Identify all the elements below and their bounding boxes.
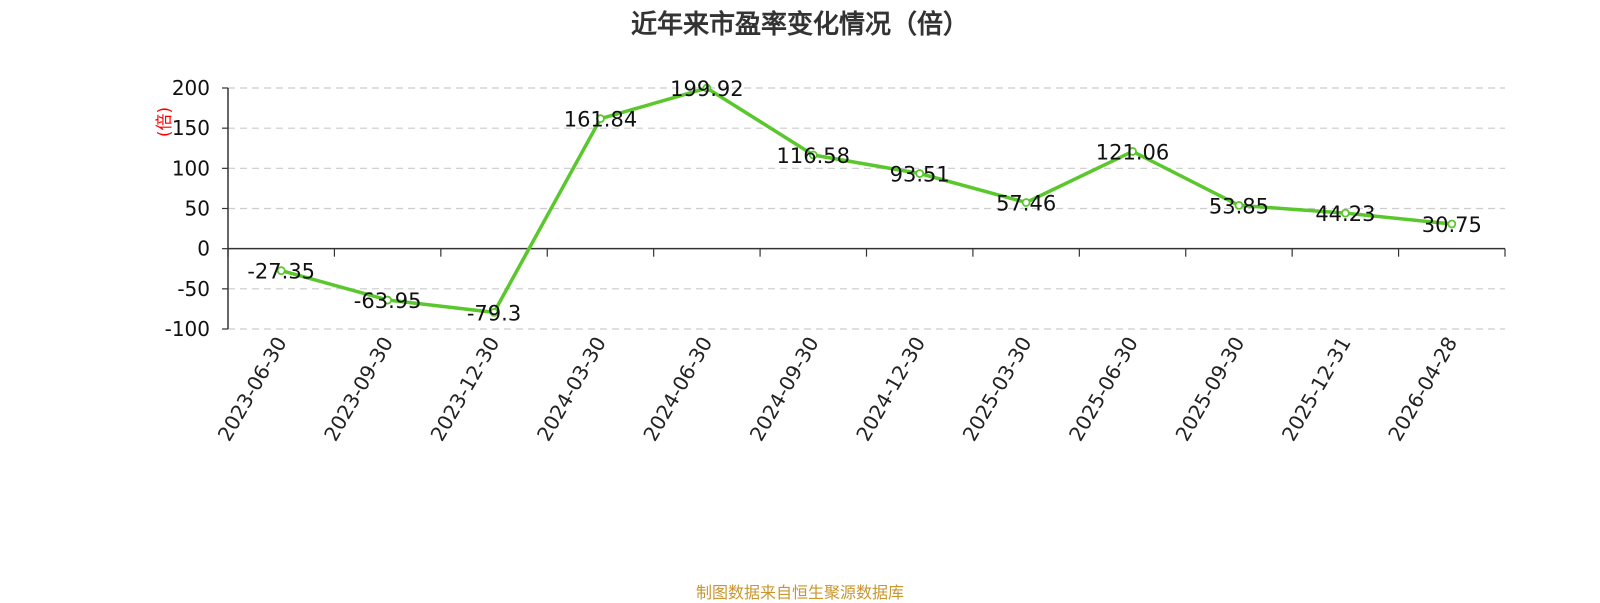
data-point: [383, 295, 393, 305]
x-tick-label: 2025-03-30: [958, 333, 1037, 446]
data-point: [915, 169, 925, 178]
x-tick-label: 2026-04-28: [1383, 333, 1462, 446]
data-point: [1128, 147, 1137, 156]
data-point: [808, 150, 818, 160]
x-tick-label: 2023-12-30: [425, 332, 504, 445]
y-tick-label: 100: [172, 156, 210, 180]
y-tick-label: 50: [185, 197, 210, 221]
data-label: 44.23: [1315, 202, 1375, 226]
x-tick-label: 2025-06-30: [1064, 333, 1143, 446]
x-tick-label: 2025-12-31: [1277, 333, 1356, 446]
y-tick-label: 150: [172, 116, 210, 140]
x-tick-label: 2023-06-30: [213, 333, 292, 446]
data-label: -63.95: [354, 289, 422, 313]
data-label: 30.75: [1422, 213, 1482, 237]
y-tick-label: -100: [165, 317, 210, 341]
data-point: [276, 266, 286, 276]
x-tick-label: 2024-03-30: [532, 333, 611, 446]
x-tick-label: 2024-06-30: [638, 333, 717, 446]
data-label: 121.06: [1096, 140, 1169, 164]
x-tick-label: 2024-12-30: [851, 332, 930, 445]
data-point: [489, 307, 499, 317]
data-label: -79.3: [467, 301, 521, 325]
data-point: [702, 83, 712, 93]
y-tick-label: 0: [197, 237, 210, 261]
chart-title: 近年来市盈率变化情况（倍）: [630, 10, 969, 40]
grid-lines: [228, 87, 1505, 330]
y-tick-labels: 200 150 100 50 0 -50 -100: [165, 76, 210, 341]
data-label: 57.46: [996, 192, 1056, 216]
x-tick-label: 2024-09-30: [745, 333, 824, 446]
footer-source: 制图数据来自恒生聚源数据库: [695, 583, 904, 602]
data-label: -27.35: [247, 260, 315, 284]
x-tick-labels: 2023-06-30 2023-09-30 2023-12-30 2024-03-30…: [213, 332, 1462, 445]
data-label: 116.58: [777, 144, 850, 168]
data-point: [1447, 219, 1457, 229]
x-tick-label: 2023-09-30: [319, 333, 398, 446]
data-label: 161.84: [564, 108, 637, 132]
y-tick-label: -50: [177, 277, 210, 301]
data-point: [596, 114, 605, 124]
y-tick-label: 200: [172, 76, 210, 100]
y-axis-unit-label: (倍): [155, 107, 175, 137]
data-label: 53.85: [1209, 194, 1269, 218]
data-labels: -27.35 -63.95 -79.3 161.84 199.92 116.58 93.51…: [247, 77, 1481, 325]
axes: [222, 87, 1506, 330]
data-point: [1021, 198, 1031, 207]
data-point: [1340, 208, 1350, 218]
data-label: 199.92: [670, 77, 743, 101]
x-tick-label: 2025-09-30: [1170, 333, 1249, 446]
data-label: 93.51: [890, 163, 950, 187]
series: [276, 83, 1457, 317]
data-point: [1234, 201, 1244, 210]
series-line: [280, 86, 1452, 315]
